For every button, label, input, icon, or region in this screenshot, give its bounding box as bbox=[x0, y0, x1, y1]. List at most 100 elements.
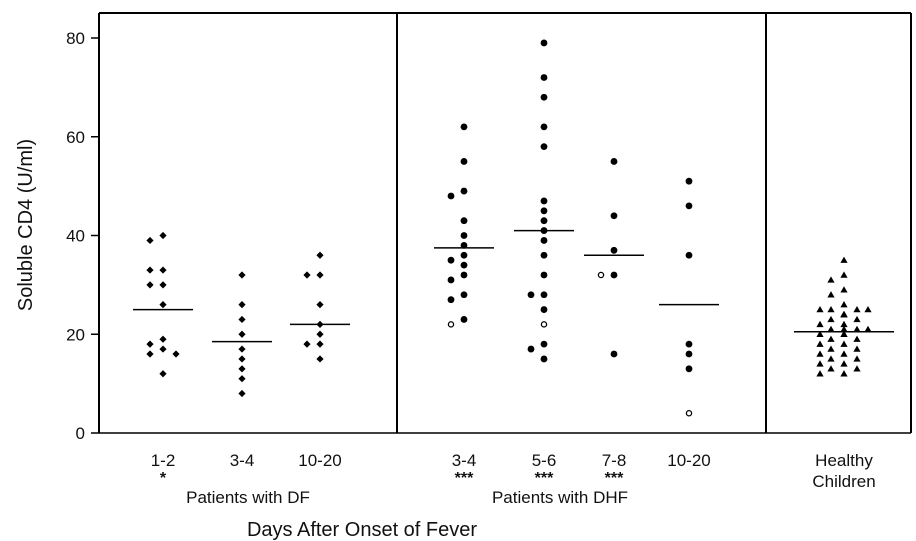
data-point-2-2 bbox=[303, 271, 311, 279]
group-label-0: Patients with DF bbox=[186, 488, 310, 507]
category-label-2: 10-20 bbox=[298, 451, 341, 470]
data-point-1-3 bbox=[238, 330, 246, 338]
data-point-7-3 bbox=[840, 286, 848, 293]
data-point-3-5 bbox=[460, 232, 468, 239]
data-point-4-10 bbox=[540, 251, 548, 259]
data-point-3-8 bbox=[447, 256, 455, 264]
data-point-0-8 bbox=[146, 340, 154, 348]
category-label-1: 3-4 bbox=[230, 451, 255, 470]
data-point-0-5 bbox=[146, 281, 154, 289]
data-point-1-7 bbox=[238, 375, 246, 383]
open-point-6-6 bbox=[685, 409, 693, 417]
data-point-7-14 bbox=[827, 315, 835, 323]
data-point-3-1 bbox=[460, 158, 468, 165]
data-point-4-13 bbox=[527, 291, 535, 299]
data-point-7-38 bbox=[853, 365, 861, 372]
data-point-0-1 bbox=[146, 236, 154, 245]
data-point-2-3 bbox=[316, 301, 324, 309]
data-point-7-34 bbox=[853, 355, 861, 362]
data-point-7-39 bbox=[840, 370, 848, 377]
group-label-1: Patients with DHF bbox=[492, 488, 628, 507]
data-point-7-20 bbox=[864, 325, 872, 333]
category-label-4: 5-6 bbox=[532, 451, 557, 470]
data-point-4-12 bbox=[540, 291, 548, 299]
data-point-1-6 bbox=[238, 365, 246, 373]
significance-marker-4: *** bbox=[535, 470, 554, 487]
data-point-6-5 bbox=[685, 365, 693, 373]
x-axis-title: Days After Onset of Fever bbox=[247, 519, 477, 541]
open-point-5-4 bbox=[597, 271, 605, 279]
group-label-2-line-0: Healthy bbox=[815, 451, 873, 470]
y-tick-label-0: 0 bbox=[76, 424, 85, 443]
group-label-2-line-1: Children bbox=[812, 472, 875, 491]
data-point-0-3 bbox=[146, 266, 154, 274]
data-point-3-13 bbox=[447, 296, 455, 304]
data-point-6-2 bbox=[685, 251, 693, 259]
data-point-7-35 bbox=[840, 360, 848, 367]
data-point-0-10 bbox=[146, 350, 154, 358]
data-point-4-7 bbox=[540, 217, 548, 225]
data-point-1-2 bbox=[238, 315, 246, 324]
data-point-7-4 bbox=[827, 291, 835, 298]
data-point-0-7 bbox=[159, 335, 167, 343]
data-point-5-1 bbox=[610, 212, 618, 220]
open-point-3-15 bbox=[447, 321, 455, 328]
data-point-4-1 bbox=[540, 74, 548, 81]
data-point-7-36 bbox=[816, 360, 824, 367]
data-point-2-5 bbox=[316, 330, 324, 338]
data-point-7-17 bbox=[816, 320, 824, 328]
data-point-2-1 bbox=[316, 271, 324, 279]
data-point-7-5 bbox=[840, 301, 848, 308]
data-point-6-1 bbox=[685, 202, 693, 210]
data-point-6-4 bbox=[685, 350, 693, 358]
data-point-7-7 bbox=[853, 305, 861, 313]
data-point-7-30 bbox=[853, 345, 861, 352]
data-point-1-8 bbox=[238, 389, 246, 398]
data-point-4-0 bbox=[540, 39, 548, 47]
data-point-4-9 bbox=[540, 237, 548, 244]
y-tick-label-60: 60 bbox=[66, 128, 85, 147]
data-point-7-32 bbox=[816, 350, 824, 357]
data-point-1-0 bbox=[238, 271, 246, 279]
data-point-7-24 bbox=[840, 330, 848, 337]
data-point-3-6 bbox=[460, 241, 468, 249]
category-label-3: 3-4 bbox=[452, 451, 477, 470]
category-label-5: 7-8 bbox=[602, 451, 627, 470]
data-point-3-12 bbox=[460, 291, 468, 299]
data-point-4-17 bbox=[527, 345, 535, 353]
data-point-4-18 bbox=[540, 355, 548, 363]
data-point-2-7 bbox=[303, 340, 311, 348]
data-point-7-19 bbox=[853, 325, 861, 333]
data-point-7-28 bbox=[816, 340, 824, 347]
data-point-4-14 bbox=[540, 306, 548, 313]
data-point-0-4 bbox=[159, 281, 167, 289]
data-point-7-21 bbox=[840, 325, 848, 333]
data-point-5-2 bbox=[610, 246, 618, 254]
data-point-4-6 bbox=[540, 207, 548, 215]
data-point-2-0 bbox=[316, 251, 324, 259]
median-lines bbox=[133, 229, 894, 343]
data-point-3-14 bbox=[460, 316, 468, 323]
y-axis-title: Soluble CD4 (U/ml) bbox=[15, 139, 37, 311]
data-point-7-29 bbox=[827, 345, 835, 352]
data-point-7-37 bbox=[827, 365, 835, 372]
data-point-2-6 bbox=[316, 340, 324, 348]
data-point-7-33 bbox=[827, 355, 835, 362]
data-point-3-7 bbox=[460, 251, 468, 259]
data-point-1-4 bbox=[238, 345, 246, 353]
data-point-3-3 bbox=[447, 192, 455, 200]
data-point-4-11 bbox=[540, 271, 548, 279]
y-axis: 0 20 40 60 80 bbox=[66, 29, 99, 443]
data-point-7-8 bbox=[816, 305, 824, 313]
data-point-5-5 bbox=[610, 350, 618, 358]
data-point-7-25 bbox=[827, 335, 835, 342]
data-point-4-2 bbox=[540, 93, 548, 101]
data-point-3-9 bbox=[460, 261, 468, 269]
data-point-0-6 bbox=[159, 301, 167, 309]
data-point-3-4 bbox=[460, 217, 468, 225]
data-point-0-2 bbox=[159, 266, 167, 274]
category-label-0: 1-2 bbox=[151, 451, 176, 470]
data-point-5-0 bbox=[610, 158, 618, 165]
data-point-3-11 bbox=[447, 276, 455, 284]
